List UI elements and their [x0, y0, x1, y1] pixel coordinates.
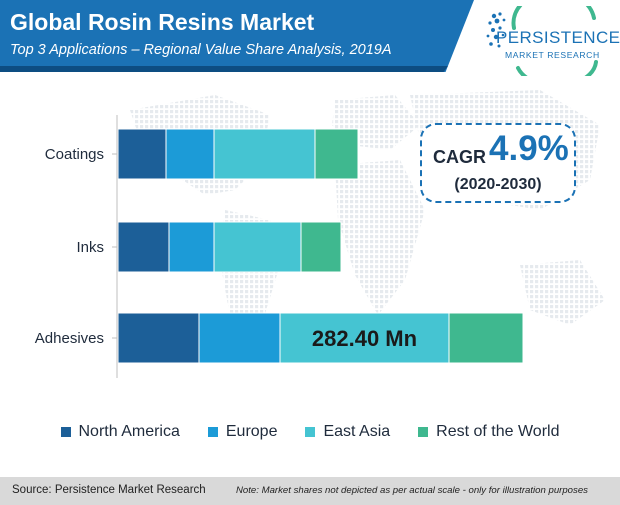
- bar-segment-coatings-east-asia: [213, 128, 316, 180]
- chart-title: Global Rosin Resins Market: [10, 9, 315, 35]
- bar-segment-inks-europe: [168, 221, 215, 273]
- category-label-coatings: Coatings: [45, 146, 104, 163]
- legend-item-north-america: North America: [60, 423, 180, 441]
- cagr-value: 4.9%: [489, 129, 569, 168]
- chart-legend: North America Europe East Asia Rest of t…: [0, 421, 620, 443]
- bar-segment-adhesives-rest-of-the-world: [448, 312, 524, 364]
- bar-segment-adhesives-north-america: [117, 312, 200, 364]
- scale-disclaimer: Note: Market shares not depicted as per …: [236, 485, 588, 496]
- persistence-logo-icon: [486, 6, 598, 76]
- legend-item-east-asia: East Asia: [305, 423, 390, 441]
- legend-item-rest-of-the-world: Rest of the World: [418, 423, 559, 441]
- bar-segment-coatings-europe: [165, 128, 215, 180]
- category-label-inks: Inks: [76, 239, 104, 256]
- header-banner: [0, 0, 474, 72]
- bar-segment-inks-rest-of-the-world: [300, 221, 342, 273]
- cagr-callout: CAGR 4.9% (2020-2030): [420, 123, 576, 203]
- data-label-annotation: 282.40 Mn: [312, 326, 417, 351]
- legend-item-europe: Europe: [207, 423, 278, 441]
- bar-segment-coatings-north-america: [117, 128, 167, 180]
- legend-label: Europe: [225, 423, 278, 440]
- chart-subtitle: Top 3 Applications – Regional Value Shar…: [10, 42, 392, 58]
- bar-segment-coatings-rest-of-the-world: [314, 128, 359, 180]
- legend-label: East Asia: [323, 423, 391, 440]
- legend-label: North America: [78, 423, 180, 440]
- category-label-adhesives: Adhesives: [35, 330, 104, 347]
- legend-label: Rest of the World: [436, 423, 560, 440]
- bar-segment-adhesives-europe: [198, 312, 281, 364]
- cagr-period: (2020-2030): [454, 176, 542, 193]
- bar-segment-adhesives-east-asia: [279, 312, 450, 364]
- logo-wordmark: PERSISTENCE: [496, 28, 620, 47]
- bar-segment-inks-east-asia: [213, 221, 302, 273]
- legend-swatch: [305, 427, 316, 437]
- legend-swatch: [207, 427, 218, 437]
- source-note: Source: Persistence Market Research: [12, 484, 206, 496]
- footer-bar: Source: Persistence Market Research Note…: [0, 477, 620, 505]
- bar-segment-inks-north-america: [117, 221, 170, 273]
- cagr-label: CAGR: [433, 147, 486, 167]
- legend-swatch: [418, 427, 429, 437]
- legend-swatch: [60, 427, 71, 437]
- header-accent-stripe: [0, 66, 448, 72]
- logo-tagline: MARKET RESEARCH: [505, 50, 600, 60]
